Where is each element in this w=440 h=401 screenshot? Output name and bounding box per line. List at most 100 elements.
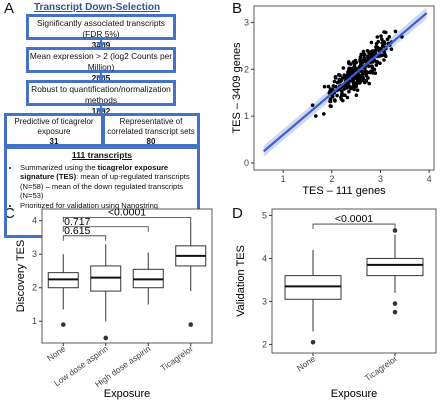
flow-final-bullet-1-post: : mean of up-regulated transcripts (N=58… — [20, 172, 190, 201]
scatter-point — [333, 76, 338, 80]
y-tick-label: 2 — [32, 283, 37, 293]
x-tick-label: None — [295, 353, 318, 373]
flow-step-4b-label: Representative of correlated transcript … — [107, 117, 195, 136]
scatter-point — [358, 81, 362, 85]
flow-arrow-1 — [96, 40, 106, 48]
scatter-point — [374, 42, 379, 46]
scatter-point — [364, 73, 369, 78]
flow-arrow-3 — [96, 106, 106, 114]
scatter-point — [350, 69, 354, 73]
scatter-point — [326, 84, 331, 89]
x-tick-label: 4 — [427, 174, 432, 184]
fit-line — [263, 12, 428, 153]
y-tick-label: 5 — [262, 210, 267, 220]
scatter-point — [367, 81, 371, 86]
x-axis-label: Exposure — [104, 388, 150, 400]
x-tick-label: Ticagrelor — [158, 343, 195, 373]
validation-boxplot: 2 3 4 5 None Ticagrelor <0.0001 Exposure Validat… — [235, 208, 437, 400]
flow-step-3-label: Robust to quantification/normalization m… — [31, 84, 171, 105]
scatter-point — [380, 44, 385, 48]
scatter-point — [345, 95, 350, 100]
scatter-point — [343, 93, 347, 97]
y-tick-label: 3 — [262, 296, 267, 306]
scatter-point — [358, 55, 363, 59]
scatter-point — [339, 78, 344, 82]
scatter-point — [387, 35, 392, 39]
p-value-label: <0.0001 — [335, 213, 373, 225]
x-axis-label: TES – 111 genes — [302, 185, 386, 197]
scatter-point — [338, 73, 342, 78]
scatter-point — [354, 93, 359, 97]
scatter-point — [375, 60, 380, 64]
scatter-point — [341, 98, 345, 103]
scatter-point — [351, 78, 355, 83]
panel-letter-c: C — [4, 205, 15, 222]
scatter-point — [310, 103, 315, 107]
flow-final-title: 111 transcripts — [71, 150, 133, 160]
scatter-point — [373, 71, 378, 75]
scatter-point — [393, 29, 398, 34]
scatter-point — [370, 64, 374, 68]
scatter-point — [314, 114, 318, 118]
significance-bracket — [62, 216, 192, 223]
scatter-point — [328, 99, 333, 104]
scatter-point — [369, 55, 373, 59]
scatter-point — [379, 34, 383, 38]
flow-step-4a-value: 31 — [49, 137, 59, 146]
outlier-point — [392, 228, 398, 233]
y-tick-label: 2 — [244, 64, 249, 74]
scatter-point — [347, 61, 351, 66]
scatter-point — [362, 59, 366, 63]
flow-step-4b: Representative of correlated transcript … — [102, 113, 200, 147]
scatter-point — [382, 30, 386, 34]
y-tick-label: 0 — [244, 158, 249, 168]
x-tick-label: 3 — [378, 174, 383, 184]
p-value-label: <0.0001 — [108, 206, 146, 218]
panel-letter-d: D — [232, 205, 243, 222]
y-axis-label: Discovery TES — [15, 240, 27, 313]
outlier-point — [60, 322, 66, 327]
box — [284, 275, 342, 300]
y-tick-label: 1 — [244, 111, 249, 121]
flowchart-title: Transcript Down-Selection — [34, 2, 161, 13]
outlier-point — [392, 309, 398, 315]
x-tick-label: None — [45, 343, 68, 363]
scatter-point — [382, 58, 386, 62]
p-value-label: 0.615 — [64, 225, 90, 237]
scatter-point — [354, 66, 358, 71]
scatter-point — [374, 63, 379, 67]
scatter-point — [375, 35, 380, 39]
flow-final-bullet-1-bold: ticagrelor exposure signature (TES) — [20, 162, 169, 182]
scatter-point — [380, 37, 384, 42]
flow-arrow-2 — [96, 73, 106, 81]
scatter-point — [365, 70, 370, 75]
scatter-point — [335, 93, 339, 98]
scatter-point — [347, 89, 351, 94]
outlier-point — [310, 339, 316, 345]
flow-step-1: Significantly associated transcripts (FD… — [26, 14, 176, 50]
scatter-point — [341, 66, 346, 70]
x-axis-label: Exposure — [331, 388, 377, 400]
flow-step-4a-label: Predictive of ticagrelor exposure — [14, 117, 94, 136]
y-tick-label: 3 — [244, 17, 249, 27]
flow-step-3: Robust to quantification/normalization m… — [26, 80, 176, 116]
x-tick-label: 2 — [329, 174, 334, 184]
scatter-point — [322, 84, 327, 89]
scatter-point — [328, 97, 333, 101]
flow-final-bullet-1-pre: Summarized using the — [20, 162, 98, 172]
y-tick-label: 3 — [32, 249, 37, 259]
y-tick-label: 1 — [32, 316, 37, 326]
flow-step-2: Mean expression > 2 (log2 Counts per Mil… — [26, 47, 176, 83]
scatter-point — [328, 104, 333, 108]
scatter-point — [369, 69, 373, 73]
p-value-label: 0.717 — [64, 216, 90, 228]
x-tick-label: 1 — [281, 174, 286, 184]
scatter-point — [353, 84, 358, 88]
x-tick-label: Ticagrelor — [363, 353, 400, 383]
scatter-point — [369, 40, 374, 45]
flow-step-4b-value: 80 — [146, 137, 156, 146]
scatter-point — [340, 91, 344, 96]
scatter-point — [389, 47, 394, 51]
scatter-point — [339, 95, 343, 99]
box — [366, 257, 424, 277]
